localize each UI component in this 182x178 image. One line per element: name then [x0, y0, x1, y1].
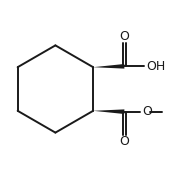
Text: O: O — [119, 135, 129, 148]
Polygon shape — [93, 109, 124, 114]
Text: O: O — [143, 105, 152, 118]
Polygon shape — [93, 64, 124, 69]
Text: OH: OH — [146, 60, 165, 73]
Text: O: O — [119, 30, 129, 43]
